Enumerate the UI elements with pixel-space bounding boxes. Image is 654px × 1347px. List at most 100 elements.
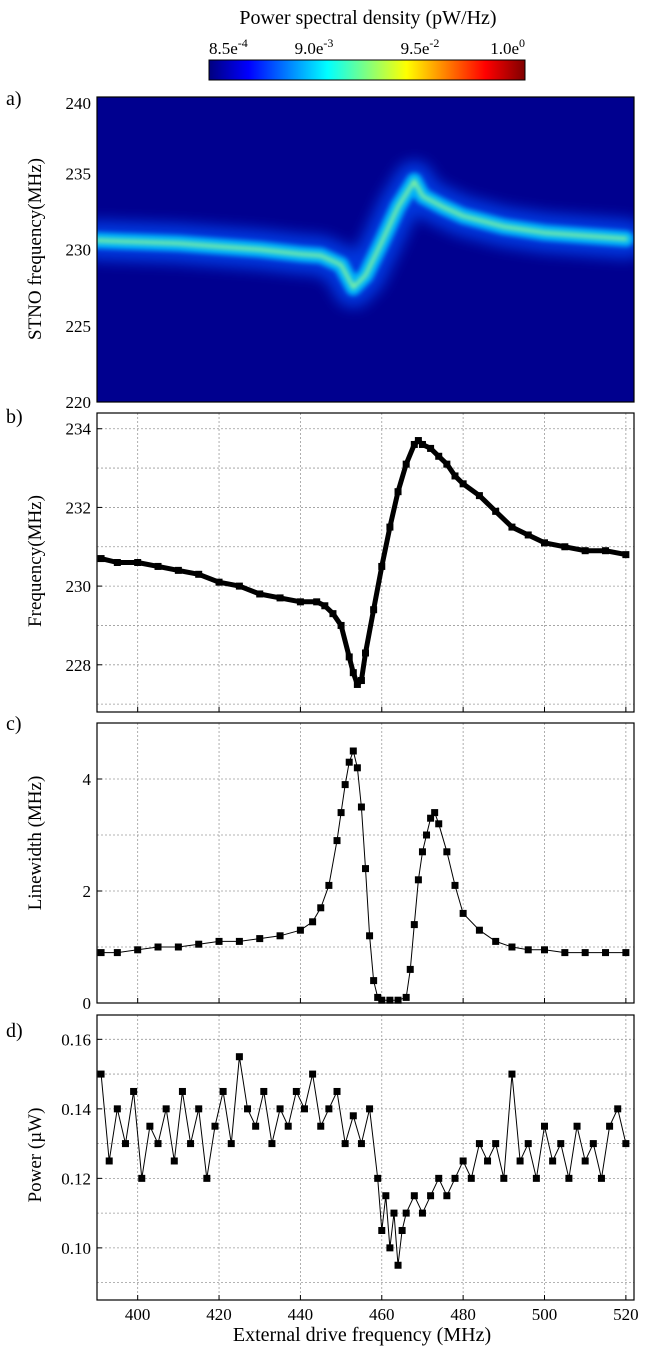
data-point	[309, 918, 317, 926]
x-tick-label: 420	[206, 1305, 232, 1324]
data-point	[524, 1140, 532, 1148]
plot-frame-d	[96, 1014, 635, 1301]
data-point	[378, 1226, 386, 1234]
data-point	[268, 1140, 276, 1148]
x-tick-label: 400	[125, 1305, 151, 1324]
data-point	[500, 1174, 508, 1182]
x-axis-label: External drive frequency (MHz)	[233, 1324, 491, 1346]
y-tick-label: 235	[66, 164, 92, 183]
data-point	[402, 1209, 410, 1217]
data-point	[362, 649, 369, 657]
data-point	[378, 562, 386, 570]
data-point	[524, 531, 532, 539]
data-point	[113, 1105, 121, 1113]
data-point	[349, 669, 357, 677]
data-point	[606, 1122, 614, 1130]
x-tick-label: 520	[613, 1305, 639, 1324]
data-point	[174, 943, 182, 951]
y-axis-label-c: Linewidth (MHz)	[25, 776, 46, 911]
data-point	[113, 949, 121, 957]
colorbar-tick-mantissa: 9.5e	[401, 39, 430, 58]
data-point	[418, 1209, 426, 1217]
data-point	[398, 1226, 406, 1234]
data-point	[195, 940, 203, 948]
data-point	[357, 803, 365, 811]
x-tick-label: 480	[450, 1305, 476, 1324]
data-point	[622, 551, 630, 559]
colorbar-tick-mantissa: 9.0e	[295, 39, 324, 58]
colorbar-tick-label: 8.5e-4	[209, 36, 248, 58]
data-point	[146, 1122, 154, 1130]
data-point	[154, 943, 162, 951]
data-point	[431, 809, 439, 817]
data-point	[121, 1140, 129, 1148]
colorbar-tick-label: 9.5e-2	[401, 36, 440, 58]
data-point	[244, 1105, 252, 1113]
data-point	[394, 488, 402, 496]
colorbar: Power spectral density (pW/Hz) 8.5e-4 9.0…	[208, 7, 526, 81]
y-tick-label: 0.14	[61, 1100, 91, 1119]
data-point	[475, 492, 483, 500]
data-point	[187, 1140, 195, 1148]
data-point	[581, 949, 589, 957]
data-point	[195, 570, 203, 578]
data-point	[589, 1140, 597, 1148]
data-point	[219, 1087, 227, 1095]
data-point	[492, 1140, 500, 1148]
data-point	[402, 460, 410, 468]
data-point	[256, 590, 264, 598]
colorbar-tick-exponent: -3	[323, 36, 333, 50]
data-point	[97, 1070, 105, 1078]
y-tick-labels-a: 220 225 230 235 240	[66, 94, 92, 412]
data-point	[557, 1140, 565, 1148]
data-point	[292, 1087, 300, 1095]
data-point	[581, 547, 589, 555]
data-point	[337, 809, 345, 817]
data-point	[374, 993, 382, 1001]
y-axis-label-a: STNO frequency(MHz)	[25, 158, 46, 340]
data-point	[178, 1087, 186, 1095]
data-point	[329, 610, 337, 618]
y-tick-label: 225	[66, 317, 92, 336]
data-point	[492, 507, 500, 515]
data-point	[602, 949, 610, 957]
data-point	[341, 781, 349, 789]
plot-frame-b	[96, 412, 635, 713]
data-point	[341, 1140, 349, 1148]
data-point	[549, 1157, 557, 1165]
data-point	[235, 1053, 243, 1061]
data-point	[260, 1087, 268, 1095]
plot-area-b: 228 230 232 234	[66, 412, 635, 713]
data-point	[97, 949, 105, 957]
colorbar-gradient	[208, 59, 526, 81]
data-point	[492, 937, 500, 945]
heatmap-image	[97, 97, 634, 402]
y-axis-label-b: Frequency(MHz)	[25, 495, 46, 627]
data-point	[170, 1157, 178, 1165]
y-tick-label: 0.16	[61, 1030, 91, 1049]
y-tick-label: 2	[83, 882, 92, 901]
data-point	[362, 865, 369, 873]
data-point	[443, 1192, 451, 1200]
data-point	[414, 437, 422, 445]
data-point	[508, 523, 516, 531]
data-point	[296, 926, 304, 934]
data-point	[459, 909, 467, 917]
data-point	[597, 1174, 605, 1182]
data-point	[345, 758, 353, 766]
data-point	[622, 949, 630, 957]
data-point	[366, 932, 374, 940]
panel-label-a: a)	[6, 88, 22, 110]
data-point	[349, 747, 357, 755]
y-tick-label: 230	[66, 241, 92, 260]
data-point	[581, 1157, 589, 1165]
data-point	[443, 848, 451, 856]
data-point	[215, 937, 223, 945]
data-point	[300, 1105, 308, 1113]
data-point	[252, 1122, 260, 1130]
colorbar-tick-exponent: 0	[519, 36, 525, 50]
x-tick-labels: 400 420 440 460 480 500 520	[125, 1305, 639, 1324]
data-point	[418, 848, 426, 856]
data-point	[427, 1192, 435, 1200]
data-point	[561, 543, 569, 551]
